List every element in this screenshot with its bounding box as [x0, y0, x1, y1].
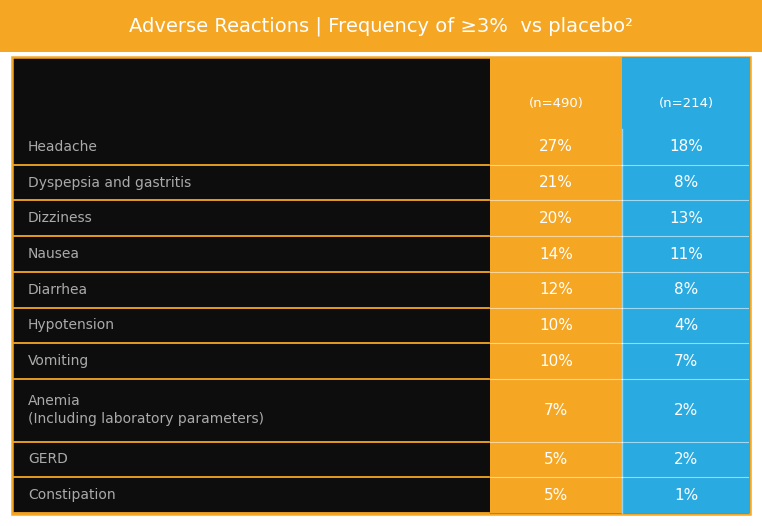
- Text: 4%: 4%: [674, 318, 698, 333]
- Text: Constipation: Constipation: [28, 488, 116, 502]
- Text: 2%: 2%: [674, 452, 698, 467]
- Text: 7%: 7%: [544, 403, 568, 418]
- Bar: [622, 129, 750, 165]
- Bar: [490, 441, 622, 477]
- Text: 12%: 12%: [539, 282, 573, 297]
- Text: 14%: 14%: [539, 247, 573, 261]
- Bar: [622, 308, 750, 343]
- Text: Adverse Reactions | Frequency of ≥3%  vs placebo²: Adverse Reactions | Frequency of ≥3% vs …: [129, 16, 633, 36]
- Text: Headache: Headache: [28, 140, 98, 154]
- Text: 5%: 5%: [544, 452, 568, 467]
- Bar: [490, 379, 622, 441]
- Bar: [622, 441, 750, 477]
- Bar: [622, 379, 750, 441]
- Text: 8%: 8%: [674, 282, 698, 297]
- Bar: [622, 272, 750, 308]
- Text: Anemia: Anemia: [28, 394, 81, 408]
- Bar: [490, 57, 622, 129]
- Text: 10%: 10%: [539, 353, 573, 369]
- Bar: [622, 200, 750, 236]
- Text: 8%: 8%: [674, 175, 698, 190]
- Text: 13%: 13%: [669, 211, 703, 226]
- Text: (n=490): (n=490): [529, 96, 584, 109]
- Text: 10%: 10%: [539, 318, 573, 333]
- Text: 5%: 5%: [544, 488, 568, 503]
- Text: Dizziness: Dizziness: [28, 211, 93, 225]
- Bar: [622, 57, 750, 129]
- Bar: [490, 272, 622, 308]
- Text: 20%: 20%: [539, 211, 573, 226]
- Text: 1%: 1%: [674, 488, 698, 503]
- Bar: [12, 57, 750, 514]
- Bar: [622, 477, 750, 513]
- Text: (n=214): (n=214): [658, 96, 713, 109]
- Bar: [622, 165, 750, 200]
- Text: 21%: 21%: [539, 175, 573, 190]
- Text: 11%: 11%: [669, 247, 703, 261]
- Text: 18%: 18%: [669, 139, 703, 154]
- Bar: [490, 308, 622, 343]
- Text: (Including laboratory parameters): (Including laboratory parameters): [28, 412, 264, 426]
- Bar: [490, 236, 622, 272]
- Text: Vomiting: Vomiting: [28, 354, 89, 368]
- Text: Hypotension: Hypotension: [28, 318, 115, 332]
- Bar: [490, 477, 622, 513]
- Bar: [490, 343, 622, 379]
- Text: Nausea: Nausea: [28, 247, 80, 261]
- Bar: [622, 236, 750, 272]
- Text: Adempas: Adempas: [514, 76, 597, 92]
- Bar: [490, 200, 622, 236]
- Bar: [490, 129, 622, 165]
- Text: 2%: 2%: [674, 403, 698, 418]
- Bar: [622, 343, 750, 379]
- Text: Placebo: Placebo: [651, 76, 722, 92]
- Text: GERD: GERD: [28, 452, 68, 467]
- Bar: [0, 0, 762, 52]
- Text: 7%: 7%: [674, 353, 698, 369]
- Text: 27%: 27%: [539, 139, 573, 154]
- Bar: [490, 165, 622, 200]
- Text: Diarrhea: Diarrhea: [28, 283, 88, 297]
- Text: Dyspepsia and gastritis: Dyspepsia and gastritis: [28, 176, 191, 189]
